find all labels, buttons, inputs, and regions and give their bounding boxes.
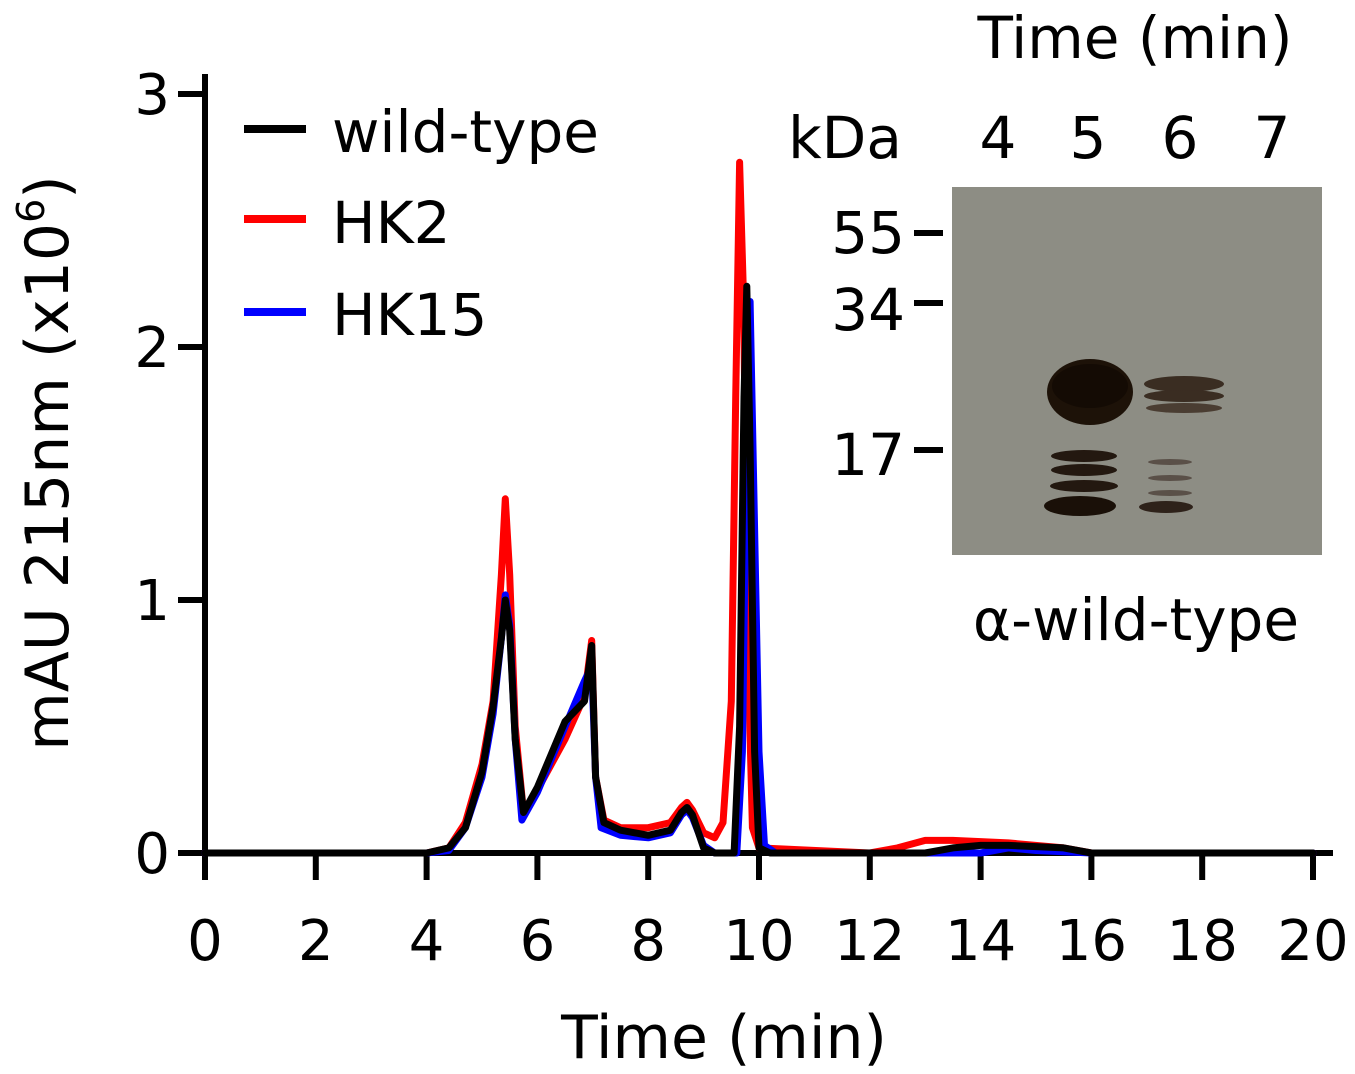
series-layer	[201, 158, 1317, 857]
lane-label-4: 4	[980, 104, 1017, 172]
marker-label-34: 34	[831, 276, 905, 344]
band-lane5-low-3	[1050, 480, 1118, 492]
y-tick-label: 1	[134, 569, 170, 634]
y-tick-label: 2	[134, 316, 170, 381]
lane-label-6: 6	[1162, 104, 1199, 172]
x-tick-label: 0	[187, 909, 223, 974]
x-tick-label: 10	[723, 909, 794, 974]
band-lane6-1	[1144, 376, 1224, 392]
y-axis-title-close: )	[13, 175, 83, 198]
y-tick-label: 3	[134, 63, 170, 128]
y-tick-label: 0	[134, 822, 170, 887]
band-lane5-low-2	[1051, 464, 1117, 476]
y-axis-title-superscript: 6	[9, 199, 53, 223]
x-axis-title: Time (min)	[560, 1003, 887, 1073]
marker-label-55: 55	[831, 199, 905, 267]
x-ticks: 0 2 4 6 8 10 12 14 16 18 20	[187, 853, 1349, 974]
x-tick-label: 18	[1167, 909, 1238, 974]
x-tick-label: 2	[298, 909, 334, 974]
y-ticks: 0 1 2 3	[134, 63, 205, 887]
legend-label-hk2: HK2	[332, 189, 451, 257]
band-lane6-bottom	[1139, 501, 1193, 513]
blot-membrane	[952, 187, 1322, 555]
lane-label-7: 7	[1254, 104, 1291, 172]
marker-label-17: 17	[831, 421, 905, 489]
inset-title: Time (min)	[976, 4, 1292, 72]
band-lane5-low-1	[1051, 450, 1117, 462]
x-tick-label: 12	[834, 909, 905, 974]
legend-label-wild-type: wild-type	[332, 98, 599, 166]
band-lane6-low-2	[1148, 475, 1192, 481]
series-line-wild-type	[201, 282, 1317, 857]
x-tick-label: 14	[945, 909, 1016, 974]
band-lane6-2	[1144, 390, 1224, 402]
y-axis-title-main: mAU 215nm (x10	[13, 223, 83, 751]
legend-label-hk15: HK15	[332, 281, 487, 349]
y-axis-title: mAU 215nm (x106)	[9, 175, 83, 750]
legend: wild-type HK2 HK15	[244, 98, 599, 349]
inset-unit-label: kDa	[788, 104, 902, 172]
band-lane5-bottom	[1044, 496, 1116, 516]
x-tick-label: 6	[520, 909, 556, 974]
band-lane6-low-1	[1148, 459, 1192, 465]
band-lane5-major-core	[1052, 364, 1128, 408]
x-tick-label: 16	[1056, 909, 1127, 974]
x-tick-label: 20	[1277, 909, 1348, 974]
western-blot-inset: Time (min) kDa 4 5 6 7 55 34 17 α-wild-t…	[788, 4, 1322, 654]
x-tick-label: 8	[630, 909, 666, 974]
inset-caption: α-wild-type	[973, 586, 1299, 654]
lane-label-5: 5	[1070, 104, 1107, 172]
blot-bands	[1044, 359, 1224, 516]
band-lane6-low-3	[1148, 490, 1192, 496]
x-tick-label: 4	[409, 909, 445, 974]
band-lane6-3	[1146, 403, 1222, 413]
